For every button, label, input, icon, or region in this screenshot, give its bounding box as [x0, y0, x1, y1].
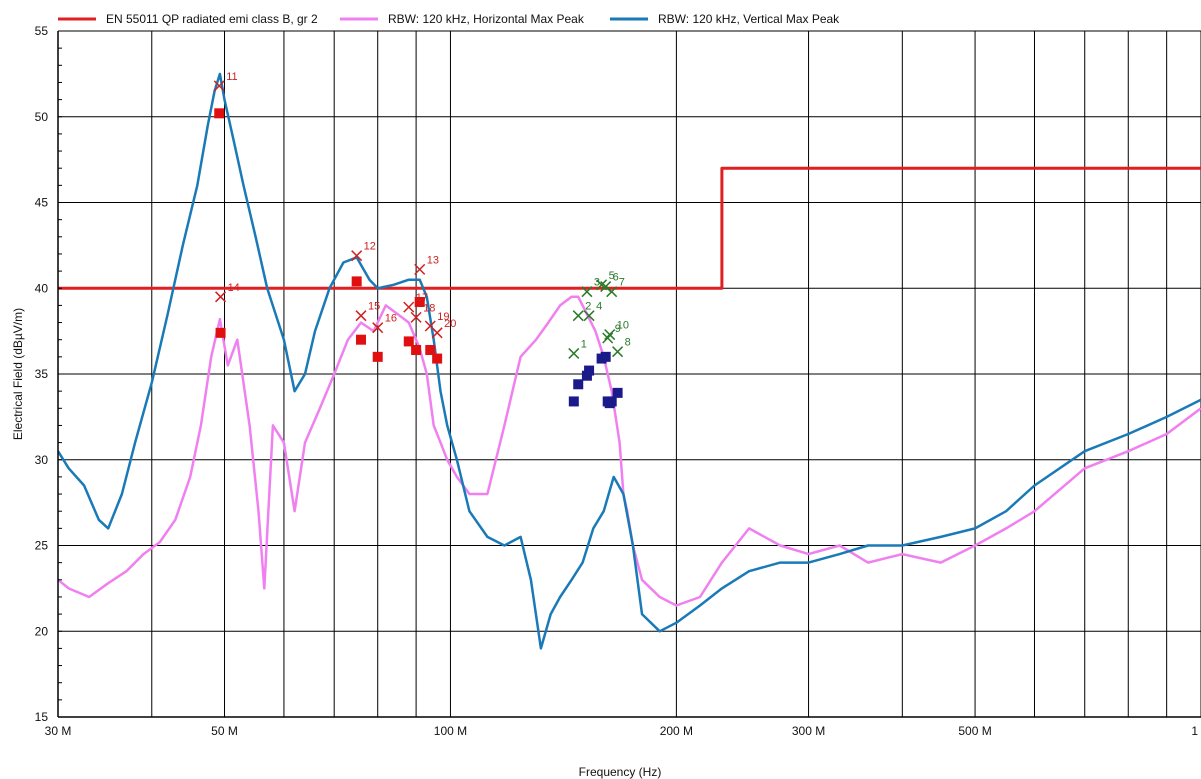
legend-label: EN 55011 QP radiated emi class B, gr 2 [106, 12, 318, 26]
marker-qp-square [568, 396, 579, 407]
marker-qp-square [612, 387, 623, 398]
marker-qp-square [355, 334, 366, 345]
marker-qp-square [425, 344, 436, 355]
marker-peak-x [606, 286, 618, 298]
marker-label: 12 [364, 241, 376, 253]
series-line [58, 166, 1201, 290]
marker-label: 6 [613, 272, 619, 284]
marker-label: 13 [427, 254, 439, 266]
marker-label: 3 [594, 277, 600, 289]
y-tick-label: 15 [35, 710, 49, 724]
series-line [58, 72, 1201, 650]
marker-label: 17 [416, 292, 428, 304]
marker-peak-x [572, 310, 584, 322]
marker-label: 20 [444, 318, 456, 330]
marker-qp-square [372, 351, 383, 362]
marker-peak-x [431, 327, 443, 339]
marker-peak-x [351, 250, 363, 262]
marker-qp-square [604, 398, 615, 409]
marker-label: 7 [619, 277, 625, 289]
marker-qp-square [432, 353, 443, 364]
marker-qp-square [351, 276, 362, 287]
legend-label: RBW: 120 kHz, Vertical Max Peak [658, 12, 840, 26]
y-axis-label: Electrical Field (dBµV/m) [11, 308, 25, 440]
y-tick-label: 30 [35, 453, 49, 467]
marker-peak-x [583, 310, 595, 322]
x-axis-label: Frequency (Hz) [579, 765, 662, 779]
marker-qp-square [215, 327, 226, 338]
marker-qp-square [214, 108, 225, 119]
legend-label: RBW: 120 kHz, Horizontal Max Peak [388, 12, 585, 26]
marker-label: 18 [423, 302, 435, 314]
marker-peak-x [355, 310, 367, 322]
marker-peak-x [372, 322, 384, 334]
x-tick-label: 1 G [1191, 724, 1201, 738]
x-tick-label: 30 M [45, 724, 72, 738]
marker-label: 16 [385, 313, 397, 325]
y-tick-label: 25 [35, 539, 49, 553]
marker-peak-x [410, 311, 422, 323]
marker-label: 4 [596, 301, 602, 313]
marker-peak-x [215, 291, 227, 303]
marker-qp-square [584, 365, 595, 376]
series-line [58, 295, 1201, 607]
x-tick-label: 200 M [660, 724, 693, 738]
marker-label: 2 [585, 301, 591, 313]
y-tick-label: 45 [35, 196, 49, 210]
marker-qp-square [414, 296, 425, 307]
marker-label: 1 [581, 338, 587, 350]
marker-label: 15 [368, 301, 380, 313]
marker-label: 19 [437, 311, 449, 323]
x-tick-label: 50 M [211, 724, 238, 738]
y-tick-label: 40 [35, 281, 49, 295]
marker-peak-x [213, 80, 225, 92]
marker-peak-x [568, 347, 580, 359]
marker-label: 5 [609, 270, 615, 282]
marker-peak-x [581, 286, 593, 298]
series-group [58, 72, 1201, 650]
marker-peak-x [414, 263, 426, 275]
y-tick-label: 20 [35, 624, 49, 638]
y-tick-label: 55 [35, 24, 49, 38]
x-tick-label: 100 M [434, 724, 467, 738]
y-tick-label: 50 [35, 110, 49, 124]
marker-peak-x [612, 346, 624, 358]
marker-peak-x [602, 332, 614, 344]
marker-label: 14 [228, 282, 240, 294]
marker-label: 8 [625, 337, 631, 349]
marker-label: 9 [615, 323, 621, 335]
marker-label: 10 [617, 320, 629, 332]
marker-label: 11 [226, 71, 237, 83]
x-tick-label: 500 M [958, 724, 991, 738]
legend: EN 55011 QP radiated emi class B, gr 2 RB… [58, 12, 840, 26]
marker-peak-x [604, 329, 616, 341]
x-tick-label: 300 M [792, 724, 825, 738]
marker-qp-square [403, 336, 414, 347]
marker-qp-square [411, 344, 422, 355]
marker-qp-square [573, 379, 584, 390]
marker-peak-x [403, 301, 415, 313]
marker-qp-square [600, 351, 611, 362]
marker-qp-square [581, 370, 592, 381]
y-tick-label: 35 [35, 367, 49, 381]
